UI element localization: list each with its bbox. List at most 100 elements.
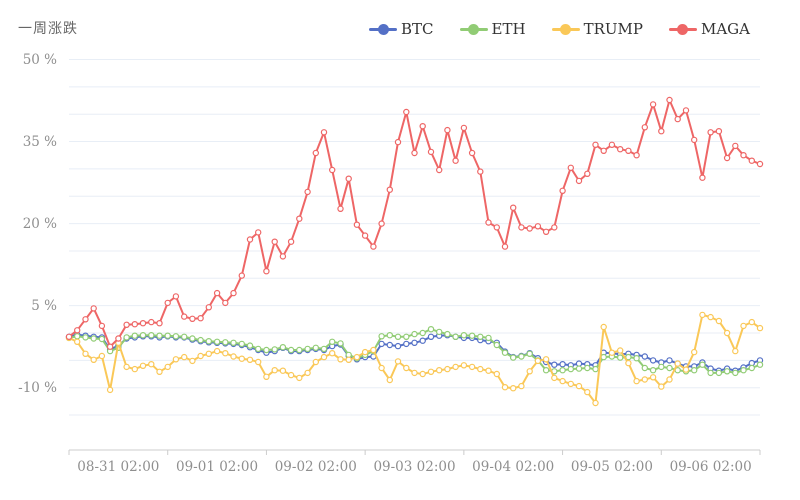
data-point-marker[interactable]	[444, 330, 451, 338]
data-point-marker[interactable]	[707, 369, 714, 377]
data-point-marker[interactable]	[263, 346, 270, 354]
data-point-marker[interactable]	[477, 365, 484, 373]
data-point-marker[interactable]	[246, 342, 254, 349]
data-point-marker[interactable]	[230, 353, 237, 360]
data-point-marker[interactable]	[641, 353, 649, 360]
data-point-marker[interactable]	[641, 364, 649, 372]
data-point-marker[interactable]	[172, 333, 180, 340]
data-point-marker[interactable]	[501, 384, 509, 391]
data-point-marker[interactable]	[740, 367, 747, 374]
data-point-marker[interactable]	[559, 377, 566, 385]
data-point-marker[interactable]	[427, 368, 435, 375]
data-point-marker[interactable]	[748, 318, 756, 326]
data-point-marker[interactable]	[320, 353, 328, 361]
data-point-marker[interactable]	[674, 115, 681, 123]
data-point-marker[interactable]	[329, 166, 336, 174]
data-point-marker[interactable]	[123, 334, 130, 341]
data-point-marker[interactable]	[649, 357, 657, 364]
data-point-marker[interactable]	[296, 215, 303, 222]
data-point-marker[interactable]	[213, 347, 221, 355]
data-point-marker[interactable]	[485, 367, 492, 374]
data-point-marker[interactable]	[246, 356, 254, 363]
data-point-marker[interactable]	[518, 353, 525, 360]
data-point-marker[interactable]	[115, 335, 122, 342]
data-point-marker[interactable]	[106, 343, 114, 350]
data-point-marker[interactable]	[361, 348, 369, 356]
data-point-marker[interactable]	[723, 154, 731, 162]
data-point-marker[interactable]	[608, 141, 616, 148]
data-point-marker[interactable]	[732, 142, 739, 150]
data-point-marker[interactable]	[205, 338, 212, 345]
data-point-marker[interactable]	[641, 376, 649, 383]
data-point-marker[interactable]	[460, 124, 468, 132]
data-point-marker[interactable]	[444, 126, 451, 134]
data-point-marker[interactable]	[238, 272, 245, 279]
data-point-marker[interactable]	[518, 382, 525, 390]
data-point-marker[interactable]	[148, 318, 155, 326]
data-point-marker[interactable]	[139, 332, 147, 339]
data-point-marker[interactable]	[518, 224, 525, 231]
data-point-marker[interactable]	[584, 170, 591, 177]
data-point-marker[interactable]	[378, 220, 385, 227]
data-point-marker[interactable]	[90, 356, 97, 363]
data-point-marker[interactable]	[649, 367, 657, 374]
data-point-marker[interactable]	[98, 322, 106, 330]
data-point-marker[interactable]	[189, 315, 196, 322]
data-point-marker[interactable]	[123, 321, 130, 328]
data-point-marker[interactable]	[361, 232, 369, 239]
series-eth[interactable]	[65, 326, 764, 377]
data-point-marker[interactable]	[748, 364, 756, 372]
data-point-marker[interactable]	[197, 336, 204, 344]
data-point-marker[interactable]	[715, 369, 723, 377]
data-point-marker[interactable]	[370, 243, 377, 250]
data-point-marker[interactable]	[501, 243, 509, 250]
data-point-marker[interactable]	[90, 335, 97, 342]
data-point-marker[interactable]	[304, 369, 311, 377]
data-point-marker[interactable]	[682, 366, 690, 373]
data-point-marker[interactable]	[666, 357, 673, 364]
data-point-marker[interactable]	[337, 356, 344, 363]
data-point-marker[interactable]	[510, 354, 517, 361]
data-point-marker[interactable]	[542, 228, 550, 235]
legend-item-btc[interactable]: BTC	[369, 20, 434, 38]
data-point-marker[interactable]	[411, 330, 418, 338]
data-point-marker[interactable]	[493, 341, 500, 349]
data-point-marker[interactable]	[370, 346, 377, 354]
data-point-marker[interactable]	[320, 345, 328, 353]
data-point-marker[interactable]	[304, 188, 311, 196]
data-point-marker[interactable]	[633, 355, 640, 362]
data-point-marker[interactable]	[526, 350, 533, 357]
data-point-marker[interactable]	[493, 370, 500, 378]
legend-item-maga[interactable]: MAGA	[668, 20, 750, 38]
data-point-marker[interactable]	[287, 346, 295, 354]
data-point-marker[interactable]	[65, 333, 73, 340]
legend-item-trump[interactable]: TRUMP	[551, 20, 643, 38]
data-point-marker[interactable]	[526, 368, 533, 375]
data-point-marker[interactable]	[386, 186, 393, 193]
data-point-marker[interactable]	[436, 328, 443, 336]
data-point-marker[interactable]	[468, 332, 476, 339]
data-point-marker[interactable]	[575, 177, 583, 185]
data-point-marker[interactable]	[180, 313, 188, 320]
data-point-marker[interactable]	[699, 361, 706, 368]
data-point-marker[interactable]	[189, 335, 196, 342]
data-point-marker[interactable]	[164, 363, 171, 371]
data-point-marker[interactable]	[666, 96, 673, 104]
data-point-marker[interactable]	[542, 356, 550, 363]
data-point-marker[interactable]	[419, 122, 426, 130]
data-point-marker[interactable]	[510, 385, 517, 392]
data-point-marker[interactable]	[222, 339, 229, 346]
data-point-marker[interactable]	[205, 304, 212, 311]
data-point-marker[interactable]	[485, 334, 492, 342]
data-point-marker[interactable]	[378, 364, 385, 372]
data-point-marker[interactable]	[222, 299, 229, 307]
data-point-marker[interactable]	[82, 334, 89, 341]
data-point-marker[interactable]	[394, 342, 402, 350]
data-point-marker[interactable]	[82, 316, 89, 323]
data-point-marker[interactable]	[625, 353, 632, 361]
data-point-marker[interactable]	[197, 352, 204, 360]
data-point-marker[interactable]	[510, 204, 517, 211]
data-point-marker[interactable]	[271, 346, 278, 353]
data-point-marker[interactable]	[633, 377, 640, 385]
data-point-marker[interactable]	[715, 127, 723, 135]
